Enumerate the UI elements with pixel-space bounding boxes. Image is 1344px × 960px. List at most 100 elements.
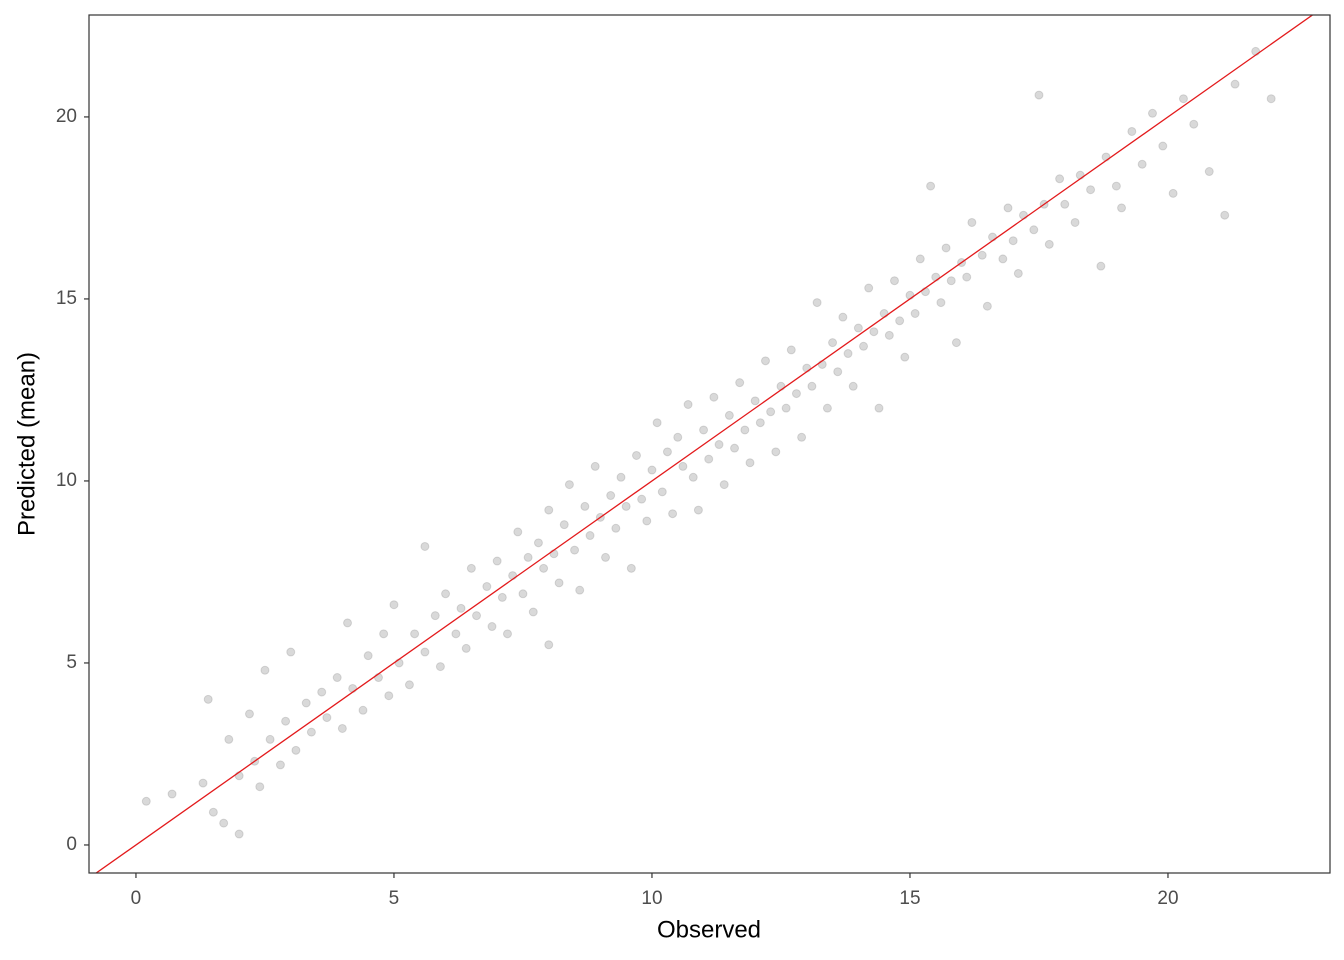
point [472,611,482,621]
point [1101,152,1111,162]
point [559,520,569,530]
point [740,425,750,435]
point [482,582,492,592]
x-tick-label: 15 [899,888,920,909]
y-tick-label: 0 [66,834,77,855]
point [884,330,894,340]
point [735,378,745,388]
point [410,629,420,639]
point [317,687,327,697]
x-tick-label: 10 [641,888,662,909]
point [198,778,208,788]
point [580,501,590,511]
point [704,454,714,464]
point [931,272,941,282]
point [616,472,626,482]
point [905,290,915,300]
point [693,505,703,515]
point [1075,170,1085,180]
point [533,538,543,548]
point [606,491,616,501]
point [544,505,554,515]
point [1060,199,1070,209]
point [657,487,667,497]
point [224,734,234,744]
point [714,440,724,450]
point [420,647,430,657]
point [900,352,910,362]
point [709,392,719,402]
y-axis-title: Predicted (mean) [13,352,40,536]
point [348,683,358,693]
point [1230,79,1240,89]
point [791,389,801,399]
point [951,338,961,348]
point [879,308,889,318]
point [265,734,275,744]
x-tick-label: 5 [389,888,400,909]
point [456,603,466,613]
point [1111,181,1121,191]
point [853,323,863,333]
point [1008,236,1018,246]
point [420,541,430,551]
point [167,789,177,799]
point [637,494,647,504]
point [528,607,538,617]
point [1189,119,1199,129]
point [1117,203,1127,213]
point [946,276,956,286]
point [910,308,920,318]
point [889,276,899,286]
x-axis-title: Observed [657,916,761,943]
point [817,359,827,369]
point [332,673,342,683]
point [1055,174,1065,184]
point [384,691,394,701]
point [430,611,440,621]
point [874,403,884,413]
point [260,665,270,675]
point [281,716,291,726]
point [1127,126,1137,136]
point [724,410,734,420]
point [967,217,977,227]
point [306,727,316,737]
point [554,578,564,588]
point [786,345,796,355]
point [719,480,729,490]
point [244,709,254,719]
point [631,450,641,460]
point [203,694,213,704]
point [895,316,905,326]
point [291,745,301,755]
point [286,647,296,657]
point [828,338,838,348]
point [1029,225,1039,235]
point [807,381,817,391]
point [234,771,244,781]
point [647,465,657,475]
point [977,250,987,260]
point [343,618,353,628]
point [570,545,580,555]
point [833,367,843,377]
point [337,723,347,733]
point [760,356,770,366]
point [441,589,451,599]
y-tick-label: 5 [66,652,77,673]
point [601,552,611,562]
point [745,458,755,468]
point [301,698,311,708]
point [998,254,1008,264]
point [1034,90,1044,100]
point [1204,167,1214,177]
y-tick-label: 10 [56,470,77,491]
point [487,622,497,632]
point [797,432,807,442]
point [1044,239,1054,249]
point [539,563,549,573]
point [982,301,992,311]
